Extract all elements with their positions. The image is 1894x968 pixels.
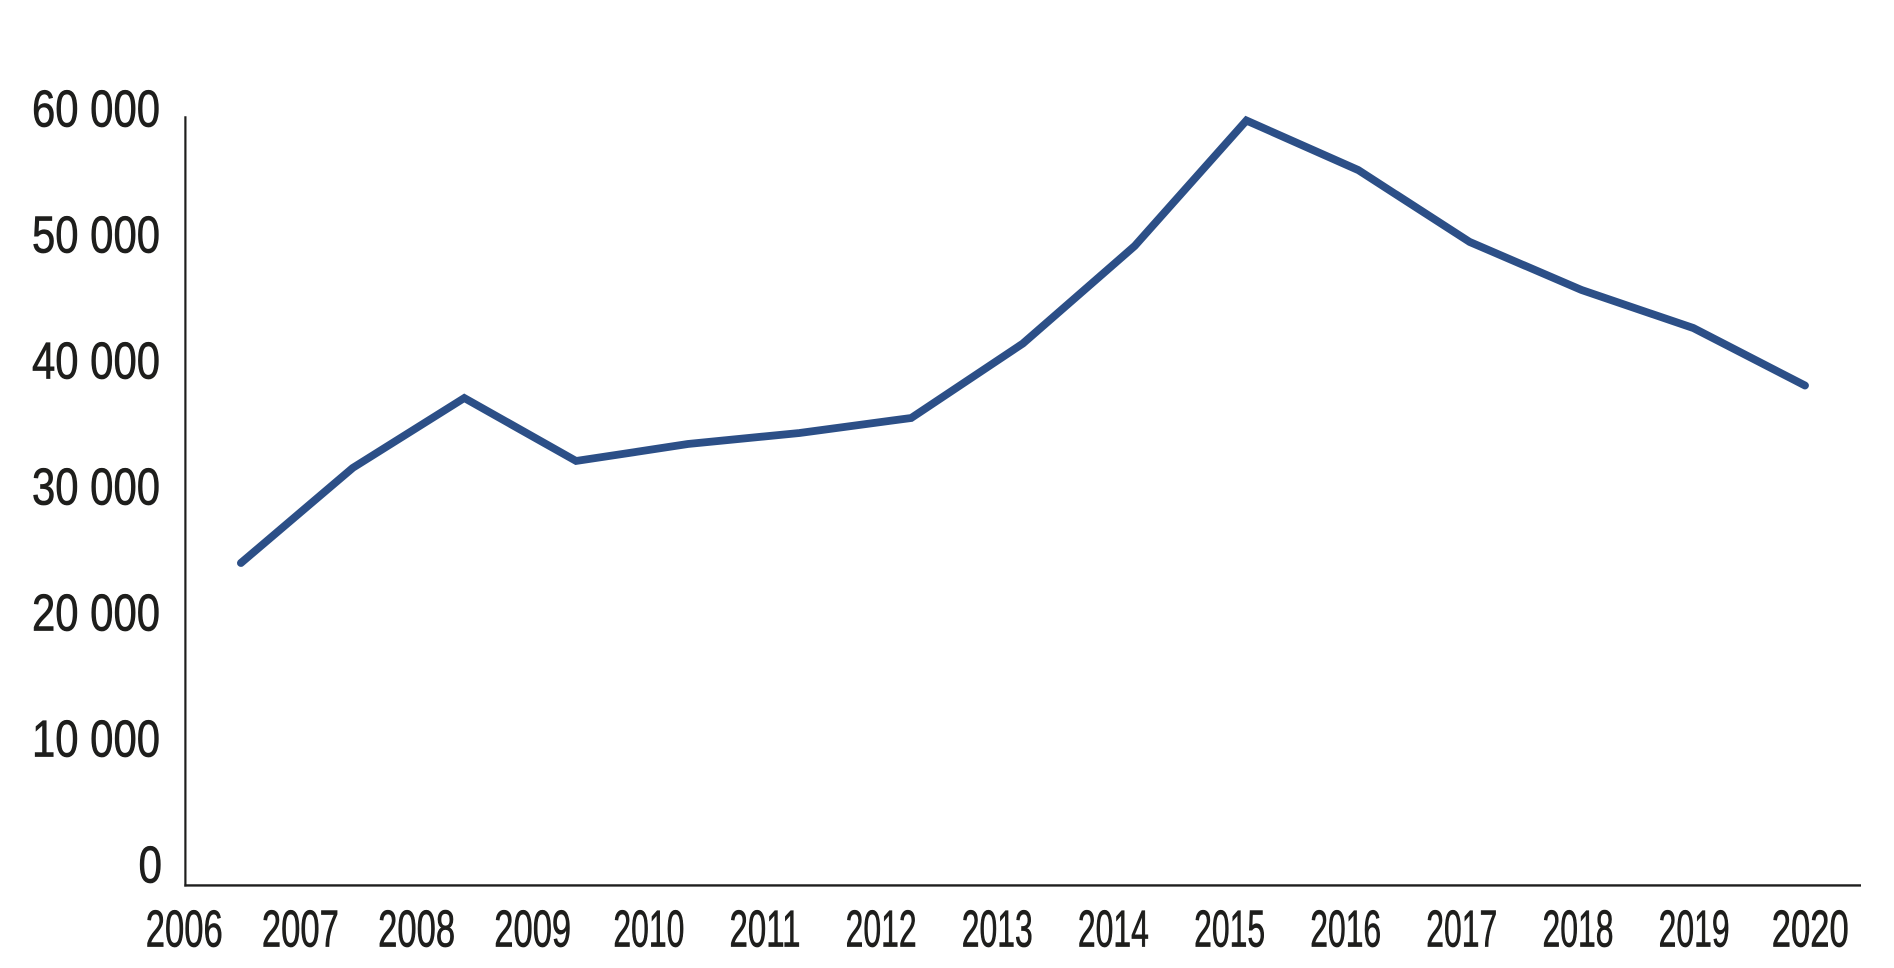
svg-text:2018: 2018 [1543, 900, 1614, 958]
svg-text:2008: 2008 [378, 900, 455, 958]
svg-text:2020: 2020 [1772, 900, 1849, 958]
svg-text:2012: 2012 [846, 900, 917, 958]
svg-text:2011: 2011 [730, 900, 801, 958]
svg-text:2013: 2013 [962, 900, 1033, 958]
svg-text:0: 0 [139, 836, 163, 894]
svg-text:2016: 2016 [1310, 900, 1381, 958]
svg-text:2019: 2019 [1659, 900, 1730, 958]
svg-text:2017: 2017 [1426, 900, 1497, 958]
svg-text:50 000: 50 000 [32, 206, 160, 264]
svg-text:2014: 2014 [1078, 900, 1149, 958]
svg-text:40 000: 40 000 [32, 332, 160, 390]
svg-text:2015: 2015 [1194, 900, 1265, 958]
svg-text:2010: 2010 [613, 900, 684, 958]
svg-text:10 000: 10 000 [32, 710, 160, 768]
svg-text:2006: 2006 [146, 900, 223, 958]
svg-text:20 000: 20 000 [32, 584, 160, 642]
svg-text:30 000: 30 000 [32, 458, 160, 516]
svg-text:2009: 2009 [494, 900, 571, 958]
svg-text:60 000: 60 000 [32, 80, 160, 138]
svg-text:2007: 2007 [262, 900, 339, 958]
